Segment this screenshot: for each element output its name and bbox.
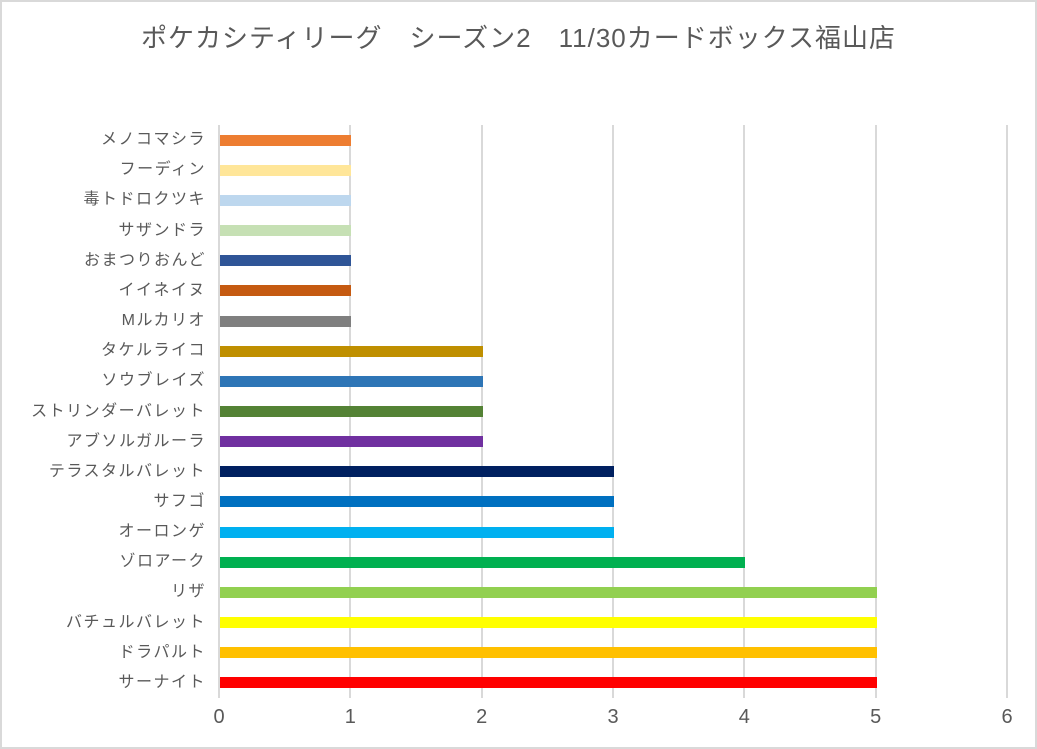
bar-オーロンゲ: [220, 526, 614, 538]
gridline-x-0: [218, 125, 220, 698]
bar-メノコマシラ: [220, 134, 352, 146]
category-label: オーロンゲ: [118, 523, 206, 541]
x-axis-tick-label: 2: [476, 706, 488, 728]
category-label: ストリンダーバレット: [31, 402, 206, 420]
gridline-x-4: [743, 125, 746, 698]
category-label: ドラパルト: [118, 643, 206, 661]
bar-タケルライコ: [220, 345, 483, 357]
bar-サザンドラ: [220, 225, 352, 237]
category-label: リザ: [170, 583, 206, 601]
category-label: テラスタルバレット: [48, 462, 206, 480]
category-label: メノコマシラ: [100, 131, 206, 149]
x-axis-tick-label: 0: [213, 706, 225, 728]
bar-ゾロアーク: [220, 556, 746, 568]
category-label: Mルカリオ: [121, 312, 206, 330]
x-axis-tick-label: 1: [344, 706, 356, 728]
category-label: ゾロアーク: [119, 553, 206, 571]
category-label: アブソルガルーラ: [66, 432, 206, 450]
x-axis-tick-label: 3: [607, 706, 619, 728]
bar-テラスタルバレット: [220, 466, 614, 478]
chart-title: ポケカシティリーグ シーズン2 11/30カードボックス福山店: [141, 23, 896, 53]
category-label: サザンドラ: [118, 221, 206, 239]
category-label: サフゴ: [153, 492, 206, 510]
category-label: バチュルバレット: [65, 613, 206, 631]
bar-ドラパルト: [220, 647, 877, 659]
gridline-x-5: [874, 125, 877, 698]
bar-Mルカリオ: [220, 315, 352, 327]
category-label: イイネイヌ: [118, 281, 206, 299]
x-axis-tick-label: 5: [870, 706, 882, 728]
bar-バチュルバレット: [220, 617, 877, 629]
bar-イイネイヌ: [220, 285, 352, 297]
gridline-x-3: [612, 125, 614, 698]
category-label: サーナイト: [118, 673, 206, 691]
bar-ソウブレイズ: [220, 375, 483, 387]
bar-アブソルガルーラ: [220, 436, 483, 448]
bar-フーディン: [220, 164, 352, 176]
category-label: 毒トドロクツキ: [83, 191, 206, 209]
bar-毒トドロクツキ: [220, 194, 352, 206]
bar-ストリンダーバレット: [220, 406, 483, 417]
category-label: ソウブレイズ: [101, 372, 206, 390]
category-label: タケルライコ: [100, 342, 206, 360]
bar-おまつりおんど: [220, 255, 352, 267]
category-label: フーディン: [119, 161, 206, 179]
x-axis-tick-label: 4: [738, 706, 750, 728]
category-label: おまつりおんど: [83, 251, 206, 269]
bar-リザ: [220, 586, 877, 598]
bar-サーナイト: [220, 677, 877, 689]
bar-サフゴ: [220, 496, 614, 508]
gridline-x-6: [1006, 125, 1008, 698]
x-axis-tick-label: 6: [1001, 706, 1013, 728]
